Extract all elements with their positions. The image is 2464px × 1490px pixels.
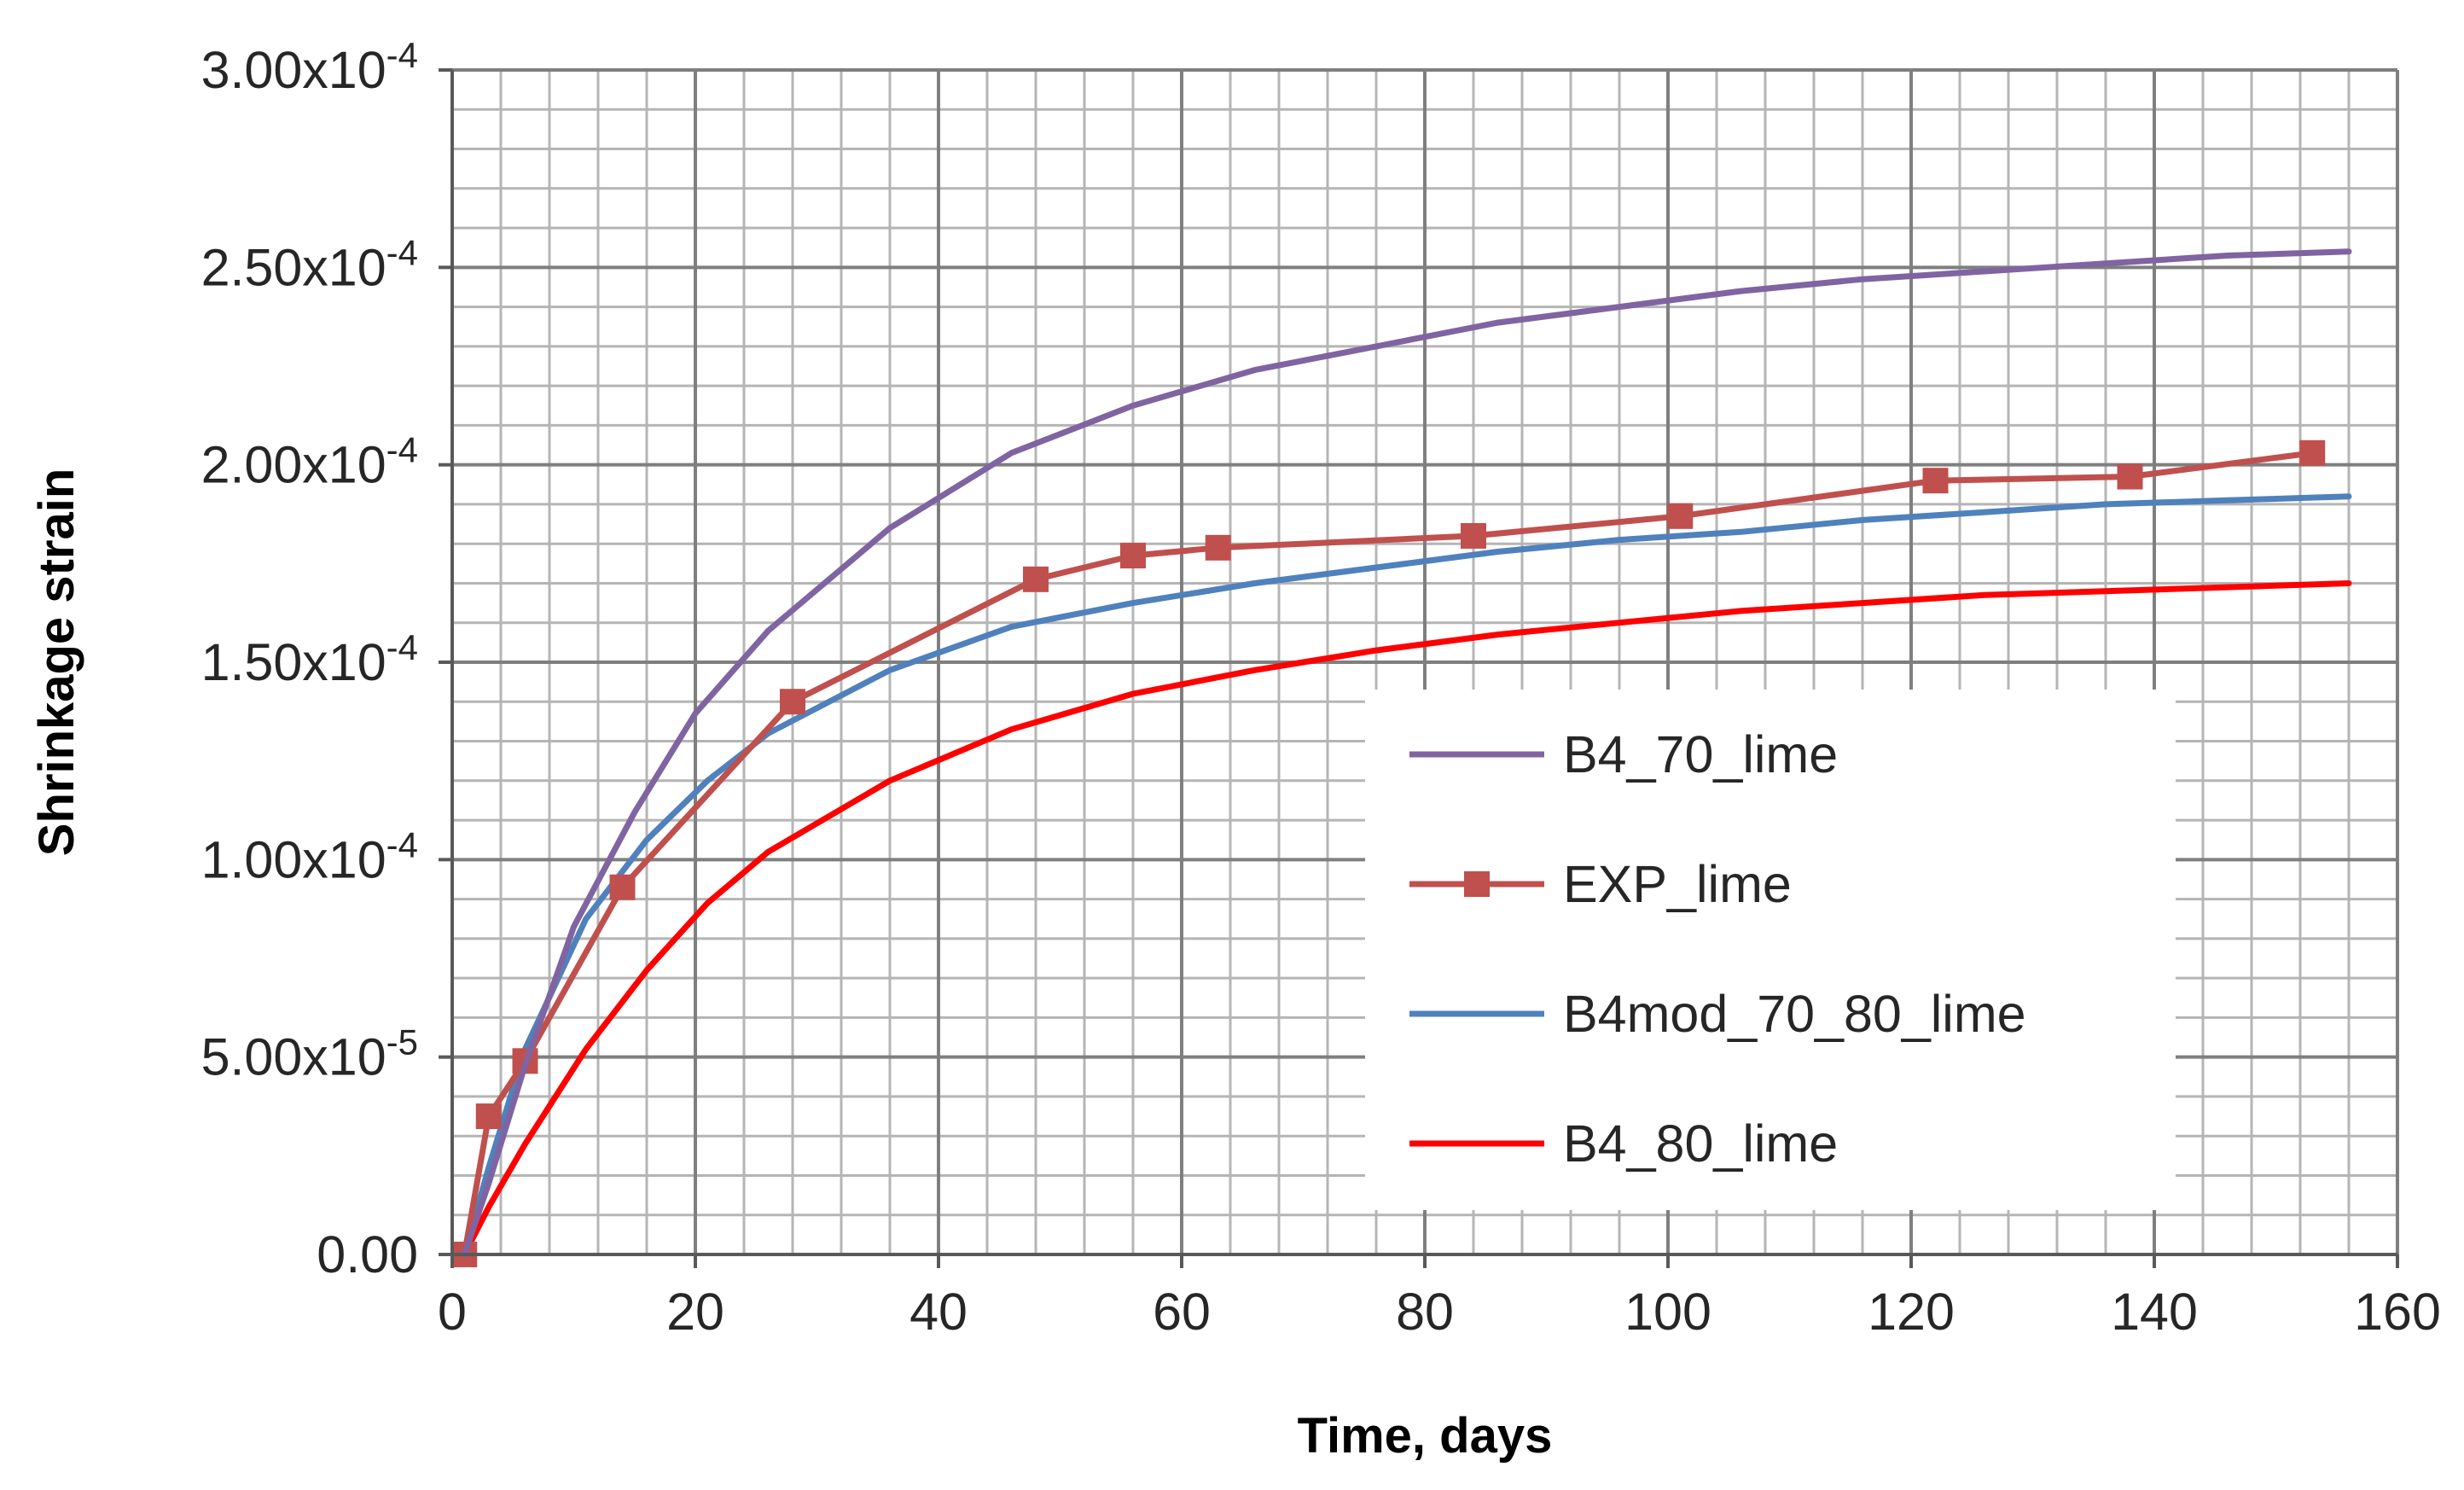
y-axis-title: Shrinkage strain <box>29 469 84 856</box>
y-tick-label: 2.50x10-4 <box>201 232 418 296</box>
x-tick-label: 120 <box>1868 1283 1955 1341</box>
series-layer <box>451 248 2352 1267</box>
series-line-b4-80-lime <box>461 580 2352 1258</box>
x-axis-title: Time, days <box>1298 1408 1553 1464</box>
data-point-exp-lime <box>1120 543 1146 569</box>
legend-background-layer <box>1365 690 2176 1210</box>
data-point-exp-lime <box>1205 534 1231 561</box>
y-tick-label: 2.00x10-4 <box>201 430 418 494</box>
legend-label-b4-70-lime: B4_70_lime <box>1563 725 1838 783</box>
legend-label-b4mod-70-80-lime: B4mod_70_80_lime <box>1563 985 2026 1043</box>
series-line-b4mod-70-80-lime <box>461 493 2352 1258</box>
x-tick-label: 100 <box>1624 1283 1711 1341</box>
data-point-exp-lime <box>1667 503 1694 529</box>
y-tick-label: 0.00 <box>317 1225 418 1283</box>
series-line-b4-70-lime <box>461 248 2352 1258</box>
x-tick-label: 140 <box>2111 1283 2198 1341</box>
data-point-exp-lime <box>780 689 805 715</box>
legend-item-b4mod-70-80-lime: B4mod_70_80_lime <box>1409 985 2026 1043</box>
data-point-exp-lime <box>609 874 636 900</box>
x-tick-label: 60 <box>1153 1283 1211 1341</box>
legend-label-exp-lime: EXP_lime <box>1563 855 1792 913</box>
y-tick-label: 5.00x10-5 <box>201 1022 418 1086</box>
data-point-exp-lime <box>1922 468 1949 494</box>
x-tick-label: 20 <box>666 1283 724 1341</box>
axes-layer <box>439 68 2399 1268</box>
x-tick-label: 40 <box>909 1283 968 1341</box>
legend-item-exp-lime: EXP_lime <box>1409 855 1792 913</box>
data-point-exp-lime <box>1023 566 1049 592</box>
x-tick-label: 160 <box>2354 1283 2441 1341</box>
y-tick-label: 1.50x10-4 <box>201 627 418 691</box>
y-tick-label: 3.00x10-4 <box>201 35 418 99</box>
legend-item-b4-70-lime: B4_70_lime <box>1409 725 1838 783</box>
legend: B4_70_lime EXP_lime B4mod_70_80_lime B4_80_… <box>1409 725 2026 1173</box>
legend-label-b4-80-lime: B4_80_lime <box>1563 1115 1838 1173</box>
x-tick-label: 0 <box>438 1283 467 1341</box>
legend-item-b4-80-lime: B4_80_lime <box>1409 1115 1838 1173</box>
legend-box <box>1365 690 2176 1210</box>
data-point-exp-lime <box>1461 522 1486 549</box>
legend-marker-exp-lime <box>1464 871 1490 897</box>
tick-labels-layer: 0 20 40 60 80 100 120 140 160 0.00 5.00x10-5 1.00x1… <box>201 35 2441 1341</box>
y-tick-label: 1.00x10-4 <box>201 824 418 888</box>
x-tick-label: 80 <box>1396 1283 1454 1341</box>
data-point-exp-lime <box>2117 463 2143 490</box>
data-point-exp-lime <box>475 1103 502 1130</box>
data-point-exp-lime <box>2299 439 2326 466</box>
